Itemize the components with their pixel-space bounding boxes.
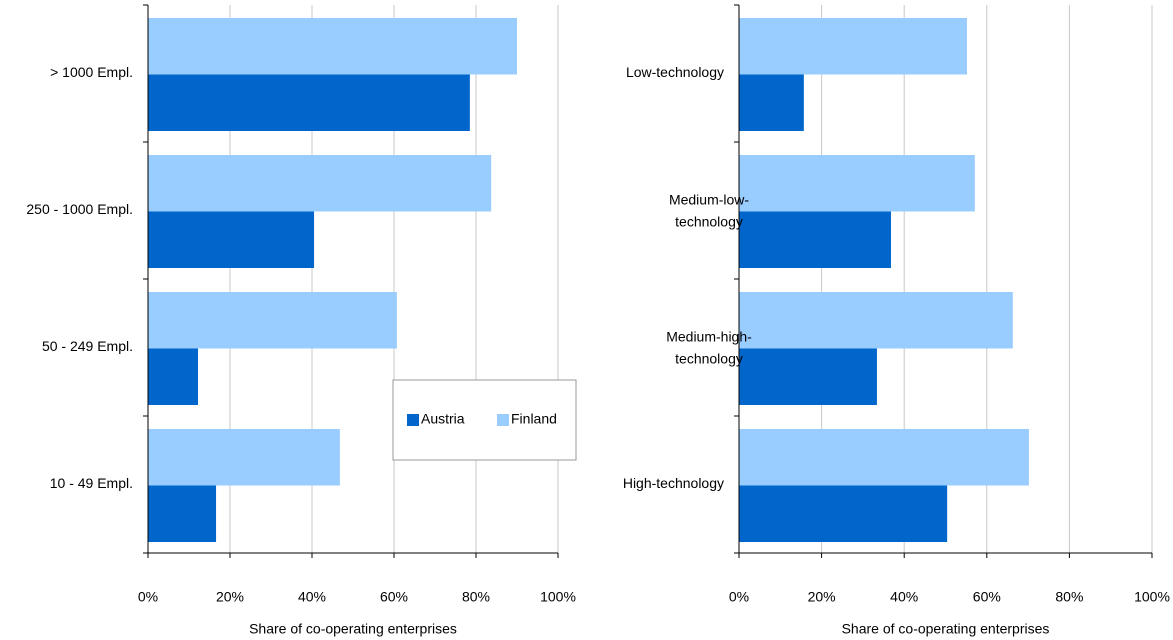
y-tick-label: High-technology [623,475,724,491]
bar [739,348,877,405]
y-tick-label: 250 - 1000 Empl. [26,201,133,217]
y-tick-label: Medium-low-technology [669,191,749,229]
bar [148,18,517,75]
legend: Austria Finland [392,379,577,461]
bar [739,155,975,212]
x-tick-label: 40% [298,589,326,605]
bar [739,74,804,131]
x-tick-label: 60% [973,589,1001,605]
x-axis-title: Share of co-operating enterprises [842,621,1050,637]
y-tick-label: 50 - 249 Empl. [42,338,133,354]
bar [739,292,1013,349]
y-tick-label: Low-technology [626,64,724,80]
bar [148,74,470,131]
x-tick-label: 100% [540,589,576,605]
x-tick-label: 80% [462,589,490,605]
bar [148,485,217,542]
bar [739,485,948,542]
legend-label: Finland [511,411,557,427]
legend-box [392,379,577,461]
bar [148,292,397,349]
x-tick-label: 60% [380,589,408,605]
bar [148,348,199,405]
x-tick-label: 40% [890,589,918,605]
x-tick-label: 100% [1134,589,1170,605]
x-tick-label: 20% [216,589,244,605]
x-tick-label: 20% [808,589,836,605]
y-tick-label: 10 - 49 Empl. [50,475,133,491]
bar [148,429,340,486]
bar [148,211,315,268]
legend-swatch [407,414,419,426]
x-tick-label: 0% [729,589,749,605]
x-tick-label: 0% [138,589,158,605]
y-tick-label: > 1000 Empl. [50,64,133,80]
y-tick-label: Medium-high-technology [666,328,752,366]
bar [739,211,891,268]
bar [739,18,967,75]
bar [148,155,492,212]
legend-swatch [497,414,509,426]
legend-label: Austria [421,411,465,427]
x-tick-label: 80% [1055,589,1083,605]
x-axis-title: Share of co-operating enterprises [249,621,457,637]
bar [739,429,1029,486]
